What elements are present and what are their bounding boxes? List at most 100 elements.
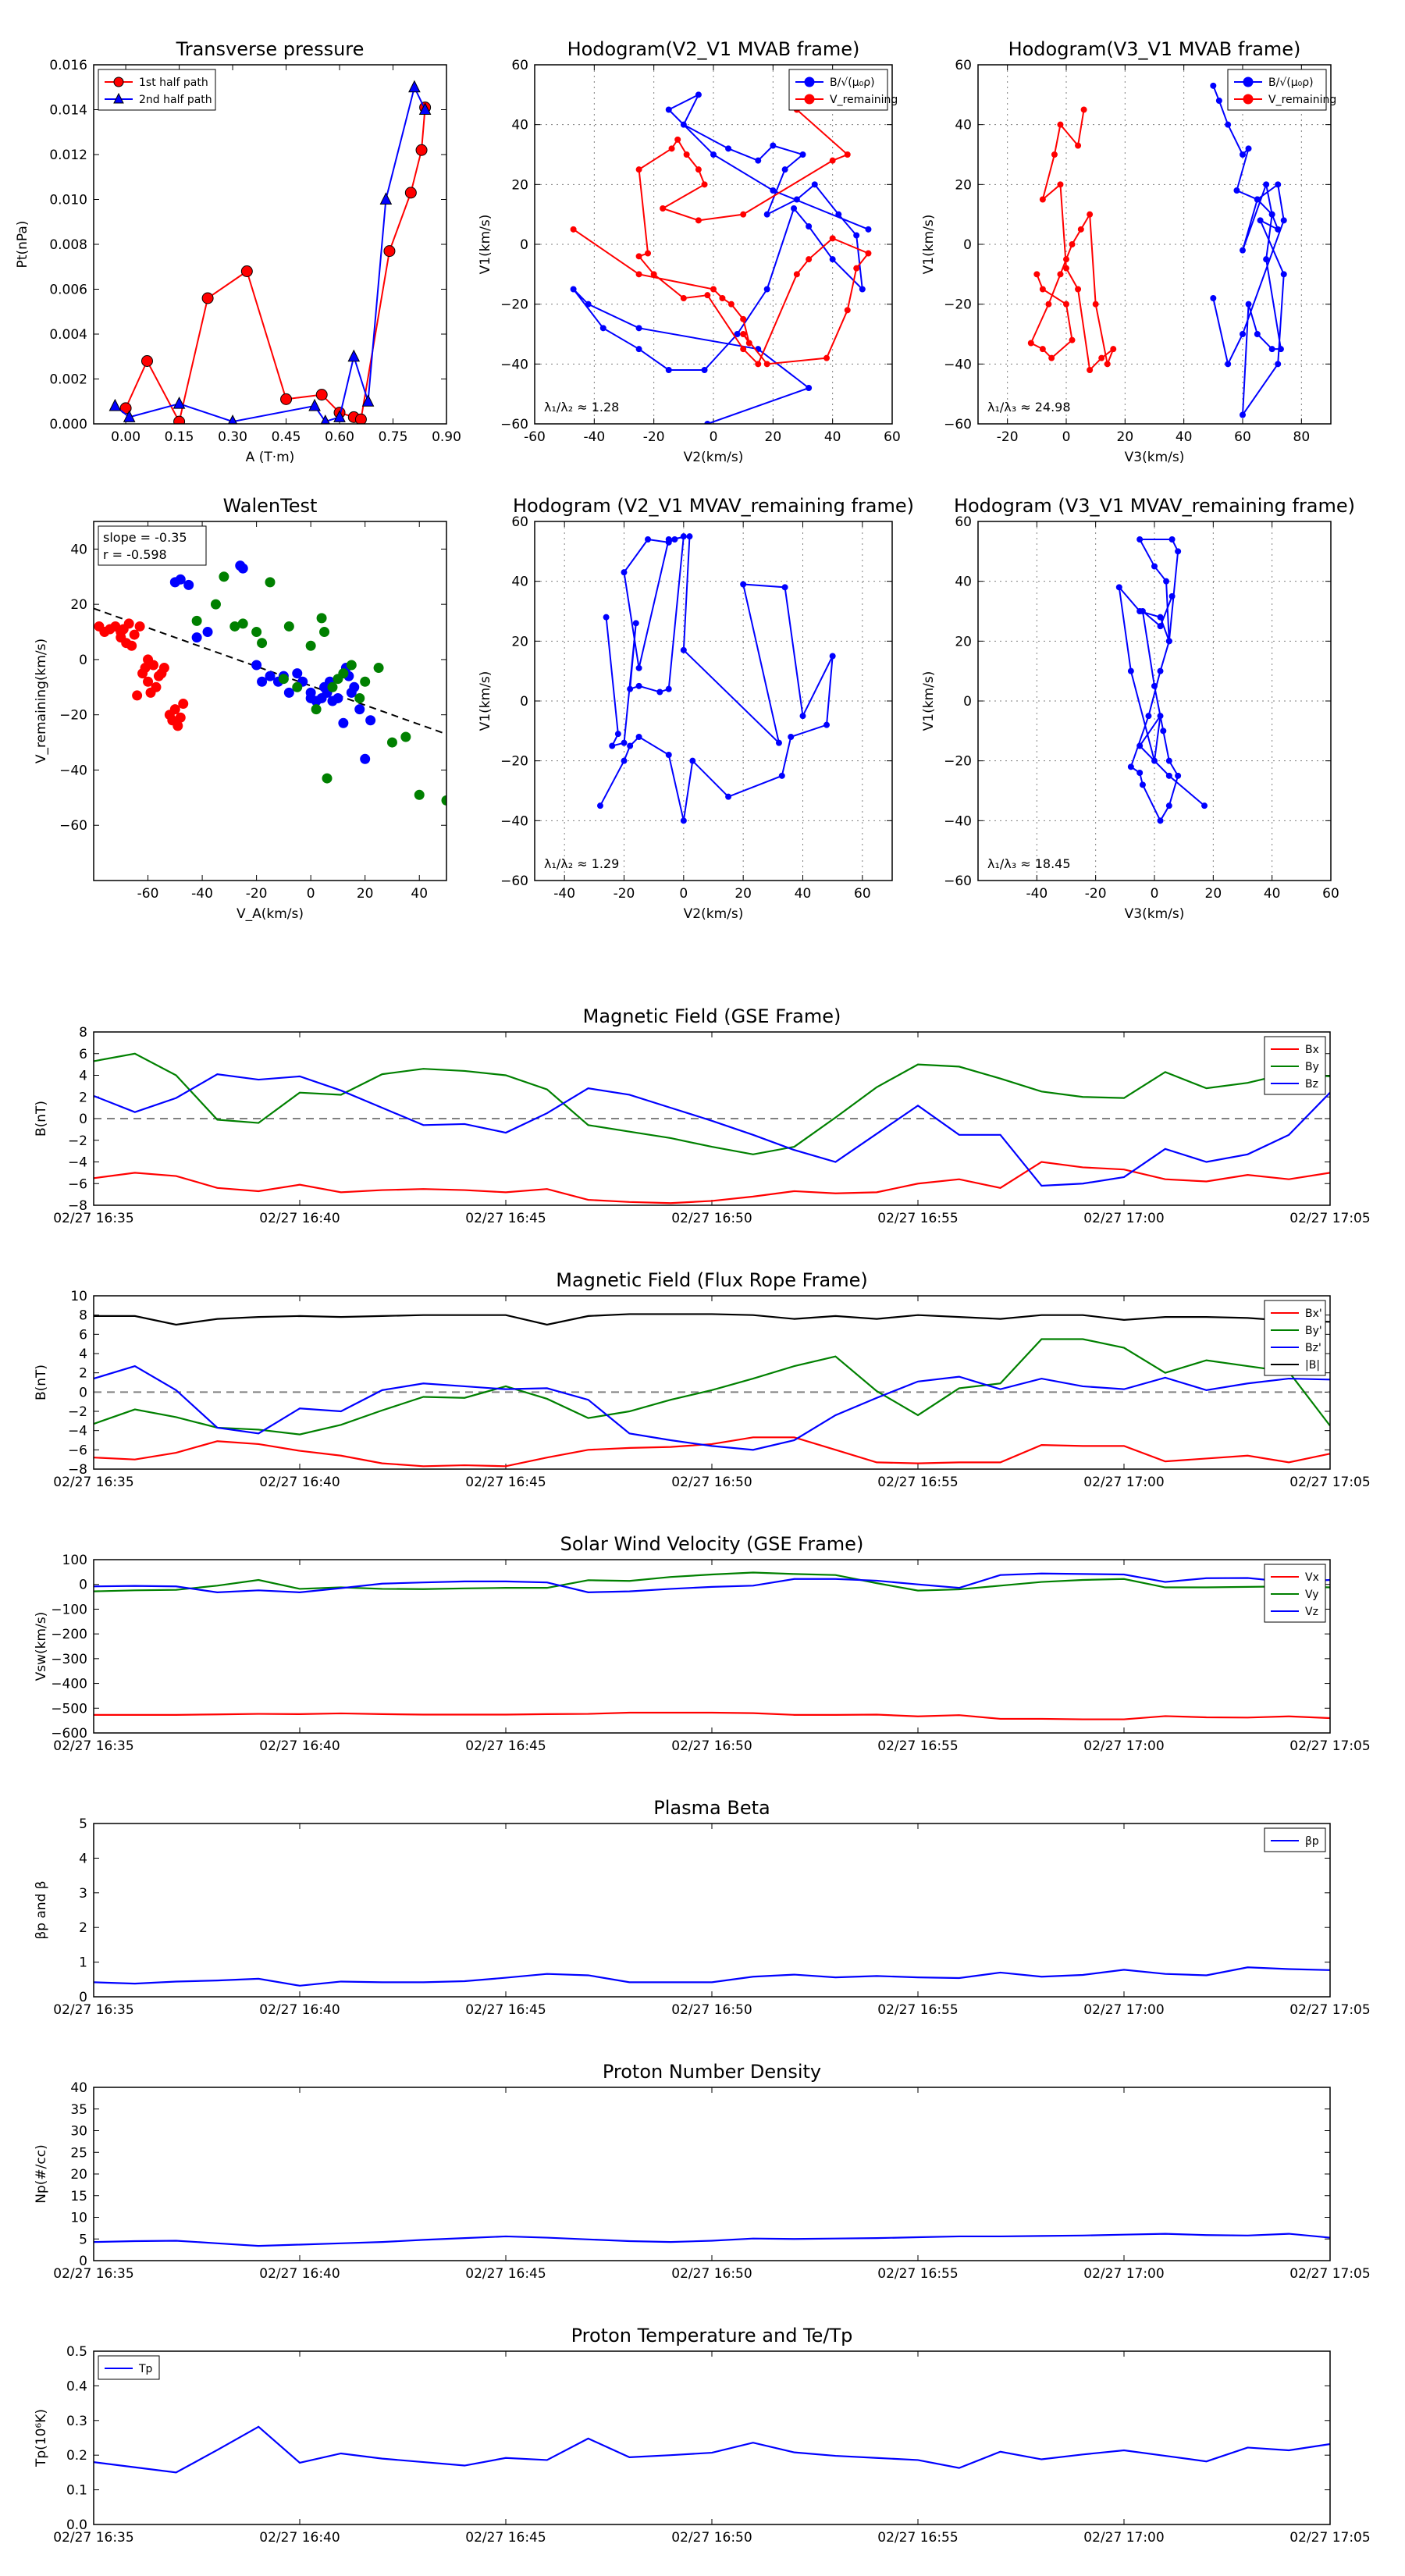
hodo3-xlabel: V2(km/s)	[684, 906, 744, 922]
hodo4-point	[1151, 563, 1158, 570]
hodo2-ytick-label: −40	[944, 357, 972, 372]
bfr-ytick-label: −6	[68, 1443, 87, 1458]
walen-point	[292, 668, 303, 679]
hodo3-xtick-label: 40	[795, 886, 812, 902]
hodo3-point	[621, 569, 628, 576]
hodo1-point	[660, 205, 667, 212]
hodo4-ylabel: V1(km/s)	[921, 671, 937, 731]
beta-xtick-label: 02/27 16:35	[53, 2002, 133, 2018]
tp-ytick-label: 0.3	[66, 2414, 87, 2429]
beta-plot-border	[93, 1823, 1331, 1998]
walen-point	[132, 690, 143, 701]
hodo4-point	[1175, 772, 1182, 779]
walen-fit-line	[94, 607, 446, 735]
hodo1-point	[791, 205, 798, 212]
hodo1-point	[806, 385, 813, 391]
hodo2-point	[1051, 151, 1058, 158]
bfr-ytick-label: −4	[68, 1424, 87, 1439]
vsw-ytick-label: −500	[51, 1701, 87, 1717]
bgse-ytick-label: −8	[68, 1198, 87, 1214]
beta-series-βp	[94, 1966, 1330, 1987]
vsw-ylabel: Vsw(km/s)	[34, 1612, 49, 1681]
hodo2-point	[1098, 354, 1105, 361]
hodo2-xlabel: V3(km/s)	[1125, 450, 1185, 465]
hodo3-ytick-label: 60	[511, 514, 528, 530]
walen-point	[316, 613, 327, 624]
hodo1-point	[683, 151, 690, 158]
bfr-series-Bx'	[94, 1436, 1330, 1468]
hodo2-ylabel: V1(km/s)	[921, 215, 937, 275]
vsw-xtick-label: 02/27 16:40	[259, 1738, 340, 1754]
hodo3-point	[665, 752, 672, 758]
hodo4-point	[1139, 781, 1146, 788]
transverse-point	[108, 398, 122, 411]
vsw-series-Vx	[94, 1711, 1330, 1720]
transverse-xtick-label: 0.75	[379, 429, 408, 445]
bgse-plot-border	[93, 1031, 1331, 1206]
hodo1-ylabel: V1(km/s)	[478, 215, 493, 275]
walen-point	[237, 618, 248, 629]
hodo2-ytick-label: 60	[955, 58, 972, 73]
hodo2-point	[1045, 301, 1052, 308]
hodo4-xtick-label: -20	[1085, 886, 1107, 902]
hodo3-ytick-label: −40	[500, 813, 528, 829]
walen-point	[354, 692, 365, 703]
vsw-xtick-label: 02/27 16:35	[53, 1738, 133, 1754]
hodo1-point	[740, 331, 747, 337]
hodo2-point	[1210, 295, 1217, 301]
walen-point	[265, 671, 276, 681]
hodo2-point	[1077, 226, 1084, 233]
tp-plot-border	[93, 2350, 1331, 2525]
bfr-xtick-label: 02/27 17:00	[1083, 1475, 1164, 1490]
hodo1-point	[635, 325, 642, 332]
np-series-line	[94, 2233, 1330, 2247]
hodo3-point	[799, 713, 806, 720]
hodo4-point	[1127, 667, 1134, 674]
hodo2-point	[1275, 361, 1282, 368]
hodo3-point	[671, 536, 678, 543]
hodo2-series-line	[1030, 109, 1115, 372]
hodo2-point	[1063, 265, 1069, 272]
hodo2-ytick-label: −60	[944, 417, 972, 432]
hodo4-xlabel: V3(km/s)	[1125, 906, 1185, 922]
hodo1-legend-marker	[804, 76, 815, 87]
vsw-ytick-label: −100	[51, 1602, 87, 1617]
hodo3-ytick-label: 40	[511, 575, 528, 590]
hodo3-title: Hodogram (V2_V1 MVAV_remaining frame)	[513, 495, 914, 517]
bgse-xtick-label: 02/27 16:50	[671, 1211, 752, 1226]
hodo3-ytick-label: 0	[520, 694, 528, 710]
transverse-ytick-label: 0.004	[49, 327, 87, 343]
bgse-legend: Bx By Bz	[1264, 1036, 1326, 1095]
walen-point	[327, 681, 338, 692]
transverse-xtick-label: 0.45	[272, 429, 301, 445]
np-ytick-label: 5	[79, 2232, 87, 2247]
hodo3-point	[725, 793, 732, 800]
bgse-ytick-label: −2	[68, 1133, 87, 1149]
hodo1-point	[674, 136, 681, 143]
hodo3-point	[632, 620, 639, 627]
bgse-ytick-label: 4	[79, 1069, 87, 1084]
beta-ytick-label: 1	[79, 1955, 87, 1971]
beta-ytick-label: 5	[79, 1816, 87, 1832]
transverse-xtick-label: 0.60	[325, 429, 354, 445]
hodo2-legend-label: B/√(μ₀ρ)	[1268, 76, 1314, 89]
vsw-ytick-label: 100	[62, 1553, 87, 1568]
hodo4-point	[1163, 578, 1170, 585]
hodo2-point	[1275, 181, 1282, 188]
hodo4-point	[1157, 667, 1164, 674]
bgse-legend-label: By	[1305, 1061, 1319, 1073]
walen-point	[191, 632, 202, 643]
hodo1-point	[650, 271, 657, 278]
hodo4-xtick-label: 20	[1205, 886, 1222, 902]
walen-point	[349, 681, 360, 692]
hodo2-xtick-label: 0	[1062, 429, 1071, 445]
hodo1-point	[695, 166, 702, 173]
hodo2-point	[1027, 340, 1034, 347]
hodo1-legend-marker	[804, 94, 815, 105]
tp-xtick-label: 02/27 16:35	[53, 2530, 133, 2546]
bfr-legend-label: |B|	[1305, 1359, 1320, 1372]
np-xtick-label: 02/27 16:35	[53, 2266, 133, 2282]
np-xtick-label: 02/27 16:50	[671, 2266, 752, 2282]
transverse-ytick-label: 0.012	[49, 148, 87, 163]
walen-ytick-label: −60	[59, 818, 87, 834]
